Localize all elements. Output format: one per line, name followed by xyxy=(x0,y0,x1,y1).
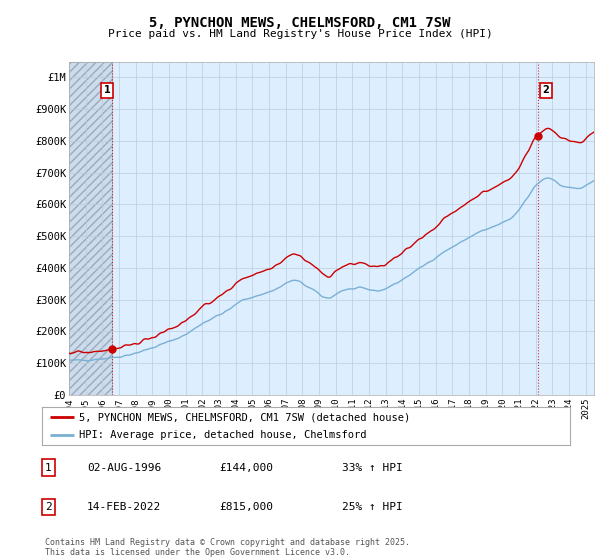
Text: 5, PYNCHON MEWS, CHELMSFORD, CM1 7SW (detached house): 5, PYNCHON MEWS, CHELMSFORD, CM1 7SW (de… xyxy=(79,412,410,422)
Text: 33% ↑ HPI: 33% ↑ HPI xyxy=(342,463,403,473)
Text: 14-FEB-2022: 14-FEB-2022 xyxy=(87,502,161,512)
Text: £815,000: £815,000 xyxy=(219,502,273,512)
Text: £144,000: £144,000 xyxy=(219,463,273,473)
Text: 5, PYNCHON MEWS, CHELMSFORD, CM1 7SW: 5, PYNCHON MEWS, CHELMSFORD, CM1 7SW xyxy=(149,16,451,30)
Bar xyxy=(69,62,112,395)
Text: 1: 1 xyxy=(104,85,110,95)
Text: Price paid vs. HM Land Registry's House Price Index (HPI): Price paid vs. HM Land Registry's House … xyxy=(107,29,493,39)
Bar xyxy=(69,62,112,395)
Text: Contains HM Land Registry data © Crown copyright and database right 2025.
This d: Contains HM Land Registry data © Crown c… xyxy=(45,538,410,557)
Text: 25% ↑ HPI: 25% ↑ HPI xyxy=(342,502,403,512)
Text: HPI: Average price, detached house, Chelmsford: HPI: Average price, detached house, Chel… xyxy=(79,430,367,440)
Text: 2: 2 xyxy=(542,85,550,95)
Text: 02-AUG-1996: 02-AUG-1996 xyxy=(87,463,161,473)
Text: 2: 2 xyxy=(45,502,52,512)
Text: 1: 1 xyxy=(45,463,52,473)
